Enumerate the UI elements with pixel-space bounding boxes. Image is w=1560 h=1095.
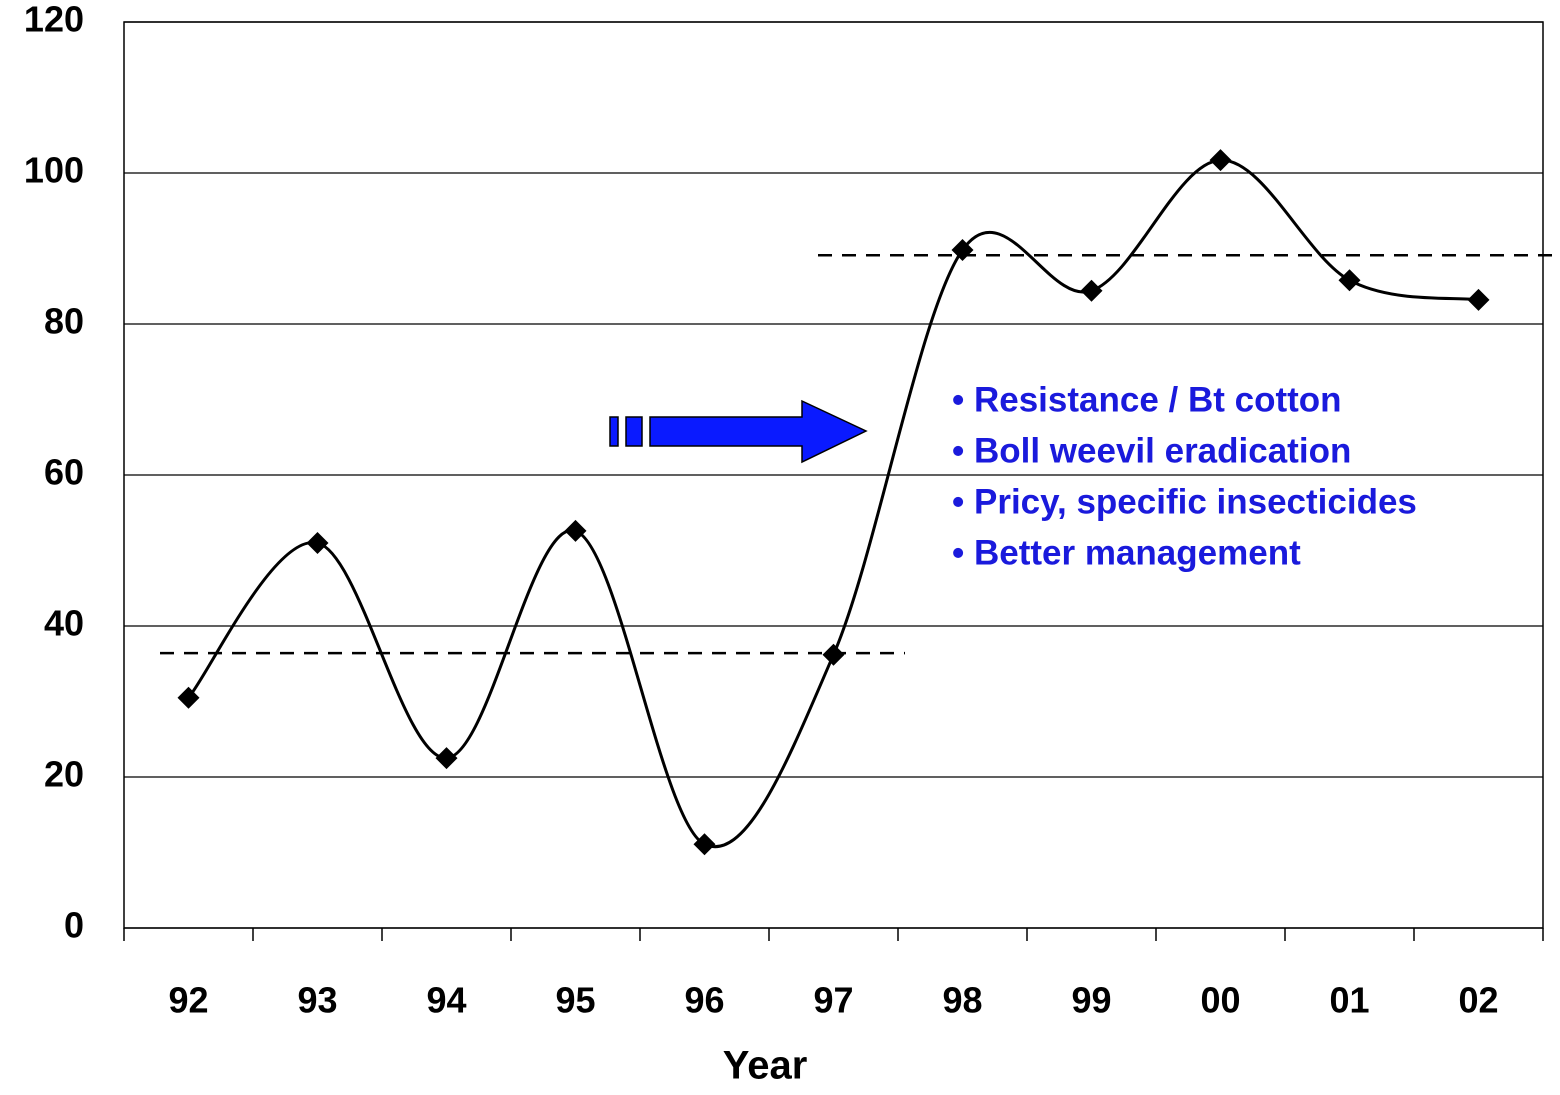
x-tick-label: 93 — [297, 980, 337, 1021]
marker — [1338, 269, 1361, 292]
x-tick-label: 95 — [555, 980, 595, 1021]
annotation: • Resistance / Bt cotton — [952, 380, 1342, 419]
annotation: • Pricy, specific insecticides — [952, 482, 1417, 521]
x-tick-label: 99 — [1071, 980, 1111, 1021]
y-tick-label: 20 — [44, 754, 84, 795]
x-tick-label: 94 — [426, 980, 466, 1021]
y-tick-label: 60 — [44, 452, 84, 493]
y-tick-label: 0 — [64, 905, 84, 946]
x-tick-label: 92 — [168, 980, 208, 1021]
annotation: • Boll weevil eradication — [952, 431, 1351, 470]
marker — [306, 531, 329, 554]
marker — [1467, 288, 1490, 311]
marker — [1080, 279, 1103, 302]
y-tick-label: 40 — [44, 603, 84, 644]
marker — [435, 747, 458, 770]
marker — [822, 643, 845, 666]
x-tick-label: 96 — [684, 980, 724, 1021]
y-tick-label: 80 — [44, 301, 84, 342]
annotation: • Better management — [952, 533, 1301, 572]
x-tick-label: 98 — [942, 980, 982, 1021]
x-tick-label: 01 — [1329, 980, 1369, 1021]
arrow — [609, 399, 868, 464]
x-tick-label: 02 — [1458, 980, 1498, 1021]
marker — [564, 519, 587, 542]
marker — [951, 239, 974, 262]
x-axis-label: Year — [723, 1044, 808, 1088]
y-tick-label: 120 — [24, 0, 84, 40]
marker — [693, 833, 716, 856]
y-tick-label: 100 — [24, 150, 84, 191]
x-tick-label: 97 — [813, 980, 853, 1021]
x-tick-label: 00 — [1200, 980, 1240, 1021]
marker — [1209, 149, 1232, 172]
marker — [177, 686, 200, 709]
plot-frame — [123, 21, 1544, 929]
